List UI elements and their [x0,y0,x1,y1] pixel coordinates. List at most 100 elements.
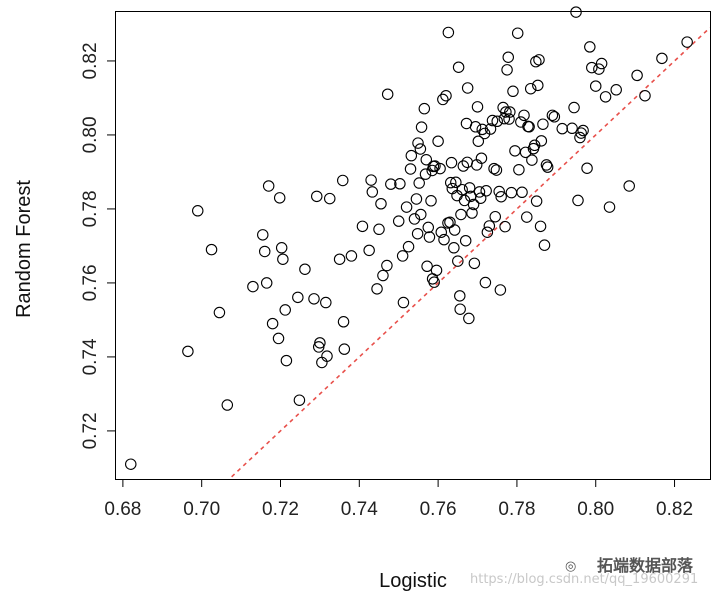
data-point [444,176,457,189]
data-point [418,102,431,115]
y-tick-label: 0.72 [80,412,101,449]
data-point [474,192,487,204]
data-point [500,106,512,118]
data-point [530,55,542,68]
data-point [631,69,643,82]
data-point [400,201,413,213]
data-point [548,111,561,123]
data-point [452,61,465,73]
x-tick-label: 0.68 [104,499,141,520]
data-point [572,194,584,207]
data-point [365,174,377,186]
data-point [468,257,481,270]
data-point [437,93,449,106]
data-point [535,135,548,147]
data-point [581,162,593,174]
data-point [375,197,387,210]
data-point [589,80,602,92]
plot-frame [115,11,711,480]
x-tick-label: 0.78 [498,499,535,520]
data-point [411,227,424,240]
data-point [381,259,393,272]
data-point [455,208,467,221]
data-point [310,190,323,203]
data-point [321,350,333,362]
data-point [422,221,435,234]
data-point [392,215,405,227]
data-point [570,6,582,18]
data-point [494,284,507,296]
data-point [481,226,494,238]
data-point [404,163,417,175]
data-point [266,317,279,330]
y-tick-label: 0.76 [80,264,101,301]
data-point [524,82,537,95]
data-point [434,162,446,175]
data-point [338,343,351,355]
data-point [412,137,424,149]
data-point [463,182,476,194]
data-point [333,253,346,265]
data-point [504,106,516,118]
x-tick-label: 0.70 [183,499,220,520]
data-point [537,118,549,130]
data-point [490,164,503,176]
data-point [452,255,464,267]
x-tick-label: 0.76 [420,499,457,520]
data-point [279,304,291,316]
data-point [430,264,443,277]
data-point [530,195,543,207]
data-point [526,154,538,166]
data-point [366,186,379,198]
data-point [377,269,389,282]
data-point [293,394,306,406]
x-tick-label: 0.74 [341,499,378,520]
data-point [258,245,271,258]
data-point [385,178,397,190]
data-point [480,185,492,197]
data-point [277,253,289,265]
data-point [420,153,433,166]
data-point [337,316,350,328]
data-point [603,201,616,213]
data-point [523,121,535,133]
data-point [516,186,528,199]
data-point [495,190,507,203]
data-point [396,250,409,262]
data-point [681,36,693,48]
watermark-logo-text: 拓端数据部落 [597,556,694,575]
data-point [316,356,328,369]
y-tick-label: 0.74 [80,338,101,375]
data-point [191,205,204,217]
data-point [511,27,524,39]
data-point [435,226,448,238]
data-point [533,54,545,66]
data-point [472,135,485,147]
data-point [519,146,532,159]
data-point [491,115,503,127]
data-point [272,332,285,345]
data-point [345,250,358,262]
data-point [538,239,551,251]
data-point [182,345,194,358]
data-point [483,220,496,232]
data-point [292,291,304,304]
data-point [260,277,273,289]
data-point [273,192,286,204]
data-point [257,229,269,241]
data-point [469,121,482,133]
data-point [397,296,410,309]
data-point [410,193,423,205]
data-point [489,210,501,223]
data-point [247,280,259,293]
data-point [405,149,418,162]
watermark-logo-icon: ◎ [565,559,576,574]
data-point [540,159,553,171]
data-point [415,121,428,133]
data-point [432,135,444,147]
x-tick-label: 0.72 [262,499,299,520]
x-axis: 0.68 0.70 0.72 0.74 0.76 0.78 0.80 0.82 [104,479,693,520]
data-point [320,296,332,309]
data-point [394,178,406,190]
data-point [381,88,394,100]
